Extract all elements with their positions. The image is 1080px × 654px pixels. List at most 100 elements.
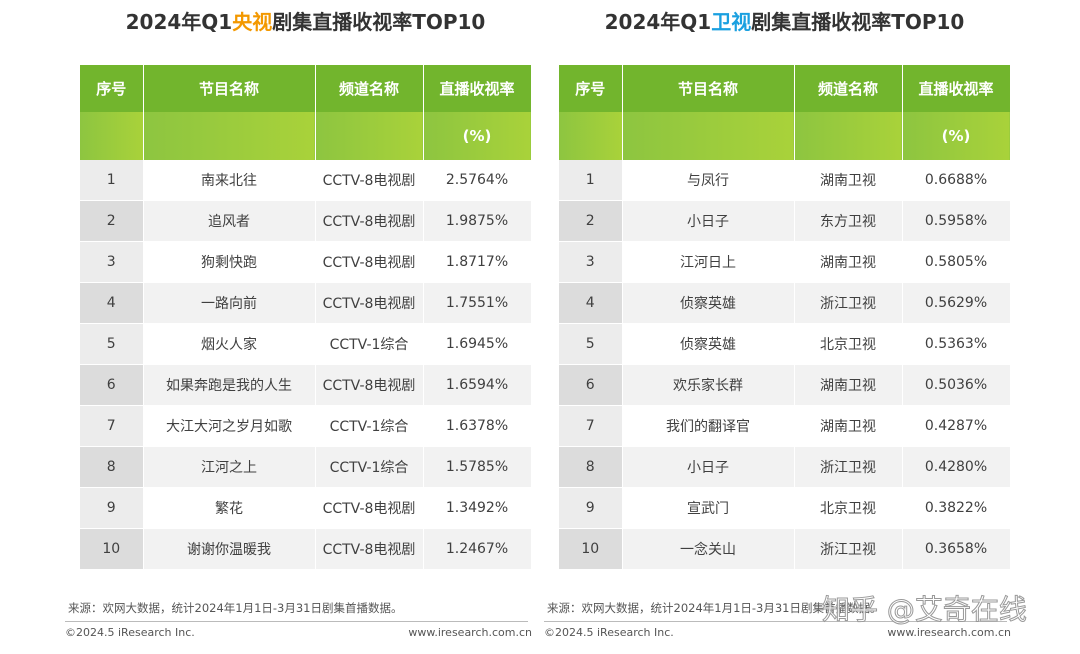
table-cell: 3 — [559, 241, 623, 283]
panel: 2024年Q1卫视剧集直播收视率TOP10 序号 节目名称 频道名称 直播收视率 (%) 1… — [544, 0, 1011, 654]
table-cell: 我们的翻译官 — [622, 405, 795, 447]
title-highlight: 卫视 — [711, 10, 752, 34]
title-prefix: 2024年Q1 — [125, 10, 233, 34]
table-cell: CCTV-8电视剧 — [315, 364, 424, 406]
header-cell — [622, 112, 795, 160]
table-cell: CCTV-8电视剧 — [315, 282, 424, 324]
table-cell: CCTV-8电视剧 — [315, 160, 424, 201]
table-row: 1 南来北往 CCTV-8电视剧 2.5764% — [80, 160, 532, 201]
table-cell: 2 — [80, 200, 144, 242]
table-cell: CCTV-8电视剧 — [315, 200, 424, 242]
ranking-table: 序号 节目名称 频道名称 直播收视率 (%) 1 与凤行 湖南卫视 0.6688% 2 小日子 东方卫… — [559, 65, 1011, 570]
table-cell: 小日子 — [622, 200, 795, 242]
source-note: 来源：欢网大数据，统计2024年1月1日-3月31日剧集首播数据。 — [68, 601, 403, 615]
table-cell: 1 — [80, 160, 144, 201]
table-cell: 0.5805% — [902, 241, 1011, 283]
table-row: 9 繁花 CCTV-8电视剧 1.3492% — [80, 487, 532, 529]
table-cell: 0.3822% — [902, 487, 1011, 529]
table-cell: 欢乐家长群 — [622, 364, 795, 406]
table-cell: 10 — [80, 528, 144, 570]
table-cell: 浙江卫视 — [794, 528, 903, 570]
table-cell: 1.2467% — [423, 528, 532, 570]
copyright: ©2024.5 iResearch Inc. — [544, 626, 674, 639]
table-cell: CCTV-1综合 — [315, 323, 424, 365]
table-row: 3 狗剩快跑 CCTV-8电视剧 1.8717% — [80, 241, 532, 283]
table-row: 8 江河之上 CCTV-1综合 1.5785% — [80, 446, 532, 488]
table-cell: 一路向前 — [143, 282, 316, 324]
header-cell — [559, 112, 623, 160]
table-cell: 0.4287% — [902, 405, 1011, 447]
watermark: 知乎 @艾奇在线 — [822, 593, 1028, 627]
website: www.iresearch.com.cn — [408, 626, 532, 639]
table-row: 3 江河日上 湖南卫视 0.5805% — [559, 241, 1011, 283]
table-row: 4 一路向前 CCTV-8电视剧 1.7551% — [80, 282, 532, 324]
header-row: 序号 节目名称 频道名称 直播收视率 — [80, 65, 532, 112]
table-cell: 1 — [559, 160, 623, 201]
table-cell: CCTV-8电视剧 — [315, 528, 424, 570]
table-cell: 1.9875% — [423, 200, 532, 242]
table-cell: 0.5036% — [902, 364, 1011, 406]
table-cell: 1.8717% — [423, 241, 532, 283]
table-cell: 追风者 — [143, 200, 316, 242]
title-suffix: 剧集直播收视率TOP10 — [751, 10, 965, 34]
header-cell: 频道名称 — [794, 65, 903, 112]
table-cell: 0.5629% — [902, 282, 1011, 324]
panel-title: 2024年Q1卫视剧集直播收视率TOP10 — [519, 6, 1050, 35]
copyright: ©2024.5 iResearch Inc. — [65, 626, 195, 639]
table-cell: 8 — [559, 446, 623, 488]
table-row: 2 小日子 东方卫视 0.5958% — [559, 200, 1011, 242]
subheader-row: (%) — [80, 112, 532, 160]
title-prefix: 2024年Q1 — [604, 10, 712, 34]
header-unit: (%) — [423, 112, 532, 160]
table-cell: 与凤行 — [622, 160, 795, 201]
table-cell: 5 — [559, 323, 623, 365]
table-cell: 谢谢你温暖我 — [143, 528, 316, 570]
header-cell: 频道名称 — [315, 65, 424, 112]
subheader-row: (%) — [559, 112, 1011, 160]
table-cell: CCTV-8电视剧 — [315, 241, 424, 283]
table-row: 6 欢乐家长群 湖南卫视 0.5036% — [559, 364, 1011, 406]
table-row: 1 与凤行 湖南卫视 0.6688% — [559, 160, 1011, 201]
table-cell: 7 — [559, 405, 623, 447]
table-cell: 0.3658% — [902, 528, 1011, 570]
header-cell: 直播收视率 — [902, 65, 1011, 112]
table-cell: CCTV-1综合 — [315, 446, 424, 488]
table-cell: 1.6594% — [423, 364, 532, 406]
table-cell: 0.5363% — [902, 323, 1011, 365]
table-cell: 湖南卫视 — [794, 241, 903, 283]
table-row: 10 谢谢你温暖我 CCTV-8电视剧 1.2467% — [80, 528, 532, 570]
table-row: 9 宣武门 北京卫视 0.3822% — [559, 487, 1011, 529]
table-cell: 如果奔跑是我的人生 — [143, 364, 316, 406]
table-cell: 侦察英雄 — [622, 323, 795, 365]
website: www.iresearch.com.cn — [887, 626, 1011, 639]
table-cell: 湖南卫视 — [794, 364, 903, 406]
panel-title: 2024年Q1央视剧集直播收视率TOP10 — [40, 6, 571, 35]
table-cell: 6 — [559, 364, 623, 406]
header-row: 序号 节目名称 频道名称 直播收视率 — [559, 65, 1011, 112]
header-cell: 节目名称 — [622, 65, 795, 112]
table-row: 7 我们的翻译官 湖南卫视 0.4287% — [559, 405, 1011, 447]
table-cell: 1.6945% — [423, 323, 532, 365]
panel: 2024年Q1央视剧集直播收视率TOP10 序号 节目名称 频道名称 直播收视率 (%) 1… — [65, 0, 532, 654]
table-cell: 江河日上 — [622, 241, 795, 283]
table-cell: 9 — [559, 487, 623, 529]
table-cell: 6 — [80, 364, 144, 406]
table-cell: 东方卫视 — [794, 200, 903, 242]
table-cell: 狗剩快跑 — [143, 241, 316, 283]
table-cell: 2 — [559, 200, 623, 242]
table-cell: 一念关山 — [622, 528, 795, 570]
title-suffix: 剧集直播收视率TOP10 — [272, 10, 486, 34]
table-cell: 0.6688% — [902, 160, 1011, 201]
table-row: 8 小日子 浙江卫视 0.4280% — [559, 446, 1011, 488]
table-row: 6 如果奔跑是我的人生 CCTV-8电视剧 1.6594% — [80, 364, 532, 406]
table-row: 4 侦察英雄 浙江卫视 0.5629% — [559, 282, 1011, 324]
table-row: 2 追风者 CCTV-8电视剧 1.9875% — [80, 200, 532, 242]
table-cell: 湖南卫视 — [794, 405, 903, 447]
table-cell: 8 — [80, 446, 144, 488]
table-cell: 侦察英雄 — [622, 282, 795, 324]
table-cell: 烟火人家 — [143, 323, 316, 365]
title-highlight: 央视 — [232, 10, 273, 34]
table-cell: 3 — [80, 241, 144, 283]
table-cell: 5 — [80, 323, 144, 365]
ranking-table: 序号 节目名称 频道名称 直播收视率 (%) 1 南来北往 CCTV-8电视剧 2.5764% 2… — [80, 65, 532, 570]
